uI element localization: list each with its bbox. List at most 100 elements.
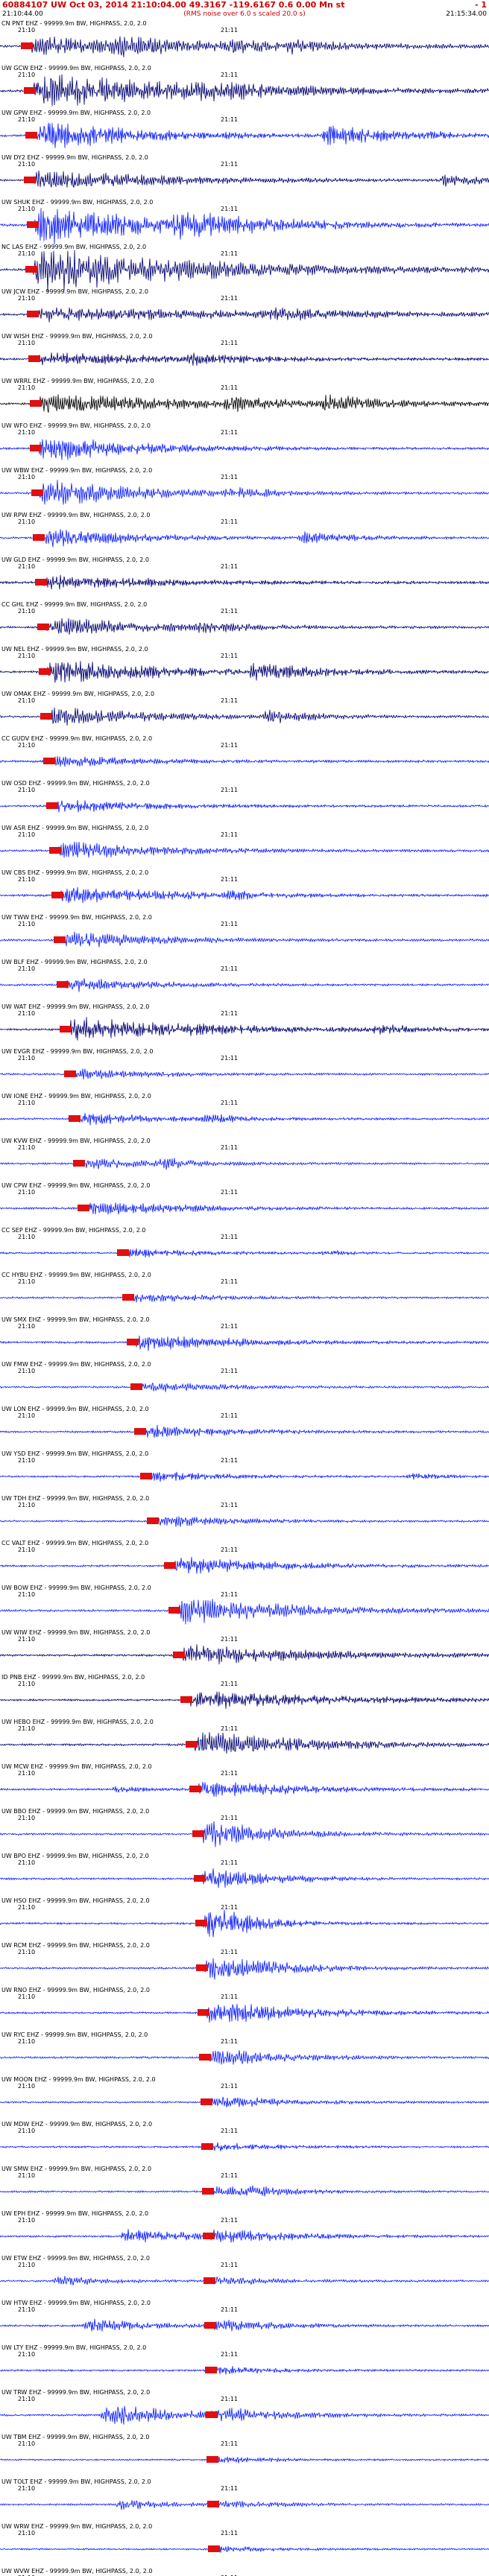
pick-marker[interactable] (25, 266, 37, 273)
trace-row[interactable]: CC GHL EHZ - 99999.9m BW, HIGHPASS, 2.0,… (0, 600, 489, 645)
trace-row[interactable]: UW CBS EHZ - 99999.9m BW, HIGHPASS, 2.0,… (0, 869, 489, 913)
trace-row[interactable]: UW BBO EHZ - 99999.9m BW, HIGHPASS, 2.0,… (0, 1807, 489, 1852)
waveform[interactable] (0, 109, 489, 153)
trace-row[interactable]: UW OMAK EHZ - 99999.9m BW, HIGHPASS, 2.0… (0, 690, 489, 735)
pick-marker[interactable] (27, 311, 39, 317)
waveform[interactable] (0, 2031, 489, 2075)
trace-row[interactable]: UW TWW EHZ - 99999.9m BW, HIGHPASS, 2.0,… (0, 913, 489, 958)
trace-row[interactable]: UW HSO EHZ - 99999.9m BW, HIGHPASS, 2.0,… (0, 1897, 489, 1941)
pick-marker[interactable] (208, 2545, 220, 2552)
pick-marker[interactable] (205, 2367, 217, 2373)
trace-row[interactable]: CC VALT EHZ - 99999.9m BW, HIGHPASS, 2.0… (0, 1539, 489, 1584)
pick-marker[interactable] (30, 400, 42, 407)
pick-marker[interactable] (39, 668, 51, 675)
trace-row[interactable]: UW DY2 EHZ - 99999.9m BW, HIGHPASS, 2.0,… (0, 153, 489, 198)
waveform[interactable] (0, 1316, 489, 1360)
waveform[interactable] (0, 19, 489, 64)
trace-row[interactable]: UW WFO EHZ - 99999.9m BW, HIGHPASS, 2.0,… (0, 422, 489, 466)
pick-marker[interactable] (33, 534, 45, 541)
pick-marker[interactable] (27, 221, 39, 228)
waveform[interactable] (0, 466, 489, 511)
waveform[interactable] (0, 1271, 489, 1316)
waveform[interactable] (0, 1941, 489, 1986)
pick-marker[interactable] (173, 1652, 185, 1658)
pick-marker[interactable] (43, 758, 55, 764)
pick-marker[interactable] (189, 1786, 201, 1792)
trace-row[interactable]: ID PNB EHZ - 99999.9m BW, HIGHPASS, 2.0,… (0, 1673, 489, 1718)
waveform[interactable] (0, 1092, 489, 1137)
waveform[interactable] (0, 1539, 489, 1584)
waveform[interactable] (0, 422, 489, 466)
pick-marker[interactable] (202, 2188, 214, 2195)
pick-marker[interactable] (180, 1696, 192, 1703)
pick-marker[interactable] (147, 1517, 159, 1524)
waveform[interactable] (0, 600, 489, 645)
trace-row[interactable]: UW OSD EHZ - 99999.9m BW, HIGHPASS, 2.0,… (0, 779, 489, 824)
pick-marker[interactable] (201, 2143, 213, 2150)
trace-row[interactable]: UW RPW EHZ - 99999.9m BW, HIGHPASS, 2.0,… (0, 511, 489, 556)
pick-marker[interactable] (46, 802, 58, 809)
trace-row[interactable]: UW WVW EHZ - 99999.9m BW, HIGHPASS, 2.0,… (0, 2567, 489, 2576)
waveform[interactable] (0, 645, 489, 690)
pick-marker[interactable] (192, 1830, 204, 1837)
pick-marker[interactable] (140, 1473, 152, 1479)
waveform[interactable] (0, 377, 489, 422)
pick-marker[interactable] (30, 445, 42, 451)
trace-row[interactable]: NC LAS EHZ - 99999.9m BW, HIGHPASS, 2.0,… (0, 243, 489, 292)
pick-marker[interactable] (40, 713, 52, 720)
pick-marker[interactable] (64, 1070, 76, 1077)
waveform[interactable] (0, 2522, 489, 2567)
trace-row[interactable]: UW BPO EHZ - 99999.9m BW, HIGHPASS, 2.0,… (0, 1852, 489, 1897)
trace-row[interactable]: UW WAT EHZ - 99999.9m BW, HIGHPASS, 2.0,… (0, 1003, 489, 1047)
waveform[interactable] (0, 243, 489, 292)
waveform[interactable] (0, 1047, 489, 1092)
trace-row[interactable]: UW SMW EHZ - 99999.9m BW, HIGHPASS, 2.0,… (0, 2165, 489, 2209)
waveform[interactable] (0, 2433, 489, 2478)
trace-row[interactable]: UW SHUK EHZ - 99999.9m BW, HIGHPASS, 2.0… (0, 198, 489, 245)
pick-marker[interactable] (57, 981, 69, 988)
trace-row[interactable]: UW FMW EHZ - 99999.9m BW, HIGHPASS, 2.0,… (0, 1360, 489, 1405)
trace-row[interactable]: UW TBM EHZ - 99999.9m BW, HIGHPASS, 2.0,… (0, 2433, 489, 2478)
trace-row[interactable]: UW TRW EHZ - 99999.9m BW, HIGHPASS, 2.0,… (0, 2388, 489, 2433)
trace-row[interactable]: CC SEP EHZ - 99999.9m BW, HIGHPASS, 2.0,… (0, 1226, 489, 1271)
trace-row[interactable]: UW HTW EHZ - 99999.9m BW, HIGHPASS, 2.0,… (0, 2299, 489, 2344)
pick-marker[interactable] (206, 2456, 218, 2463)
trace-row[interactable]: UW BLF EHZ - 99999.9m BW, HIGHPASS, 2.0,… (0, 958, 489, 1003)
waveform[interactable] (0, 913, 489, 958)
trace-row[interactable]: UW TOLT EHZ - 99999.9m BW, HIGHPASS, 2.0… (0, 2478, 489, 2522)
waveform[interactable] (0, 1986, 489, 2031)
pick-marker[interactable] (186, 1741, 198, 1748)
pick-marker[interactable] (54, 936, 66, 943)
waveform[interactable] (0, 153, 489, 198)
trace-row[interactable]: UW EPH EHZ - 99999.9m BW, HIGHPASS, 2.0,… (0, 2209, 489, 2254)
waveform[interactable] (0, 2344, 489, 2388)
waveform[interactable] (0, 1807, 489, 1852)
trace-row[interactable]: UW ETW EHZ - 99999.9m BW, HIGHPASS, 2.0,… (0, 2254, 489, 2299)
waveform[interactable] (0, 511, 489, 556)
pick-marker[interactable] (196, 1964, 208, 1971)
waveform[interactable] (0, 64, 489, 109)
pick-marker[interactable] (49, 847, 61, 854)
trace-row[interactable]: UW GPW EHZ - 99999.9m BW, HIGHPASS, 2.0,… (0, 109, 489, 153)
trace-row[interactable]: UW WISH EHZ - 99999.9m BW, HIGHPASS, 2.0… (0, 332, 489, 377)
pick-marker[interactable] (134, 1428, 146, 1435)
pick-marker[interactable] (195, 1920, 207, 1926)
trace-row[interactable]: UW RNO EHZ - 99999.9m BW, HIGHPASS, 2.0,… (0, 1986, 489, 2031)
trace-row[interactable]: UW LON EHZ - 99999.9m BW, HIGHPASS, 2.0,… (0, 1405, 489, 1450)
pick-marker[interactable] (194, 1875, 206, 1882)
waveform[interactable] (0, 1494, 489, 1539)
trace-row[interactable]: UW IONE EHZ - 99999.9m BW, HIGHPASS, 2.0… (0, 1092, 489, 1137)
trace-row[interactable]: UW MCW EHZ - 99999.9m BW, HIGHPASS, 2.0,… (0, 1763, 489, 1807)
trace-row[interactable]: CN PNT EHZ - 99999.9m BW, HIGHPASS, 2.0,… (0, 19, 489, 64)
waveform[interactable] (0, 1226, 489, 1271)
waveform[interactable] (0, 958, 489, 1003)
pick-marker[interactable] (37, 624, 49, 630)
waveform[interactable] (0, 1897, 489, 1941)
trace-row[interactable]: UW WIW EHZ - 99999.9m BW, HIGHPASS, 2.0,… (0, 1628, 489, 1673)
trace-row[interactable]: UW RYC EHZ - 99999.9m BW, HIGHPASS, 2.0,… (0, 2031, 489, 2075)
pick-marker[interactable] (21, 42, 33, 49)
pick-marker[interactable] (69, 1115, 81, 1122)
trace-row[interactable]: UW NEL EHZ - 99999.9m BW, HIGHPASS, 2.0,… (0, 645, 489, 690)
waveform[interactable] (0, 2388, 489, 2433)
waveform[interactable] (0, 1763, 489, 1807)
